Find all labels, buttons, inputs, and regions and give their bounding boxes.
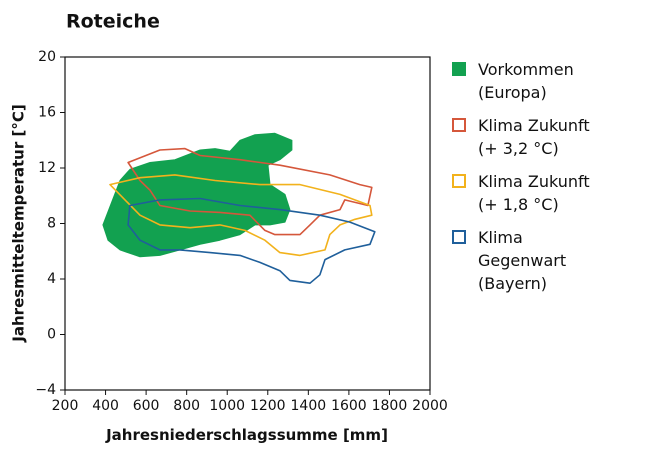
legend-item: Vorkommen (Europa) — [452, 58, 642, 104]
x-tick-label: 200 — [52, 398, 79, 414]
y-tick-label: 20 — [38, 49, 56, 65]
legend-swatch — [452, 230, 466, 244]
chart-title: Roteiche — [66, 11, 160, 33]
y-tick-label: −4 — [35, 382, 56, 398]
y-tick-label: 8 — [47, 216, 56, 232]
x-tick-label: 1200 — [250, 398, 286, 414]
legend: Vorkommen (Europa) Klima Zukunft (+ 3,2 °… — [452, 58, 642, 305]
legend-label: Klima Zukunft (+ 1,8 °C) — [478, 172, 590, 214]
legend-swatch — [452, 118, 466, 132]
y-tick-label: 4 — [47, 271, 56, 287]
x-tick-label: 1800 — [372, 398, 408, 414]
x-tick-label: 400 — [92, 398, 119, 414]
legend-label: Vorkommen (Europa) — [478, 60, 574, 102]
x-tick-label: 1400 — [291, 398, 327, 414]
area-shape — [109, 174, 373, 257]
y-tick-label: 12 — [38, 160, 56, 176]
legend-item: Klima Zukunft (+ 1,8 °C) — [452, 170, 642, 216]
y-axis-label: Jahresmitteltemperatur [°C] — [10, 104, 28, 342]
legend-swatch — [452, 62, 466, 76]
x-tick-label: 1000 — [209, 398, 245, 414]
x-tick-label: 800 — [173, 398, 200, 414]
area-shape — [127, 197, 376, 284]
x-tick-label: 600 — [133, 398, 160, 414]
x-axis-label: Jahresniederschlagssumme [mm] — [105, 426, 388, 444]
plot-area: 200 400 600 800 1000 1200 1400 1600 1800 2000−404… — [35, 49, 447, 414]
y-tick-label: 0 — [47, 327, 56, 343]
legend-label: Klima Gegenwart (Bayern) — [478, 228, 567, 293]
area-shape — [102, 132, 293, 258]
legend-item: Klima Zukunft (+ 3,2 °C) — [452, 114, 642, 160]
x-tick-label: 2000 — [412, 398, 448, 414]
legend-swatch — [452, 174, 466, 188]
y-tick-label: 16 — [38, 105, 56, 121]
legend-item: Klima Gegenwart (Bayern) — [452, 226, 642, 295]
legend-label: Klima Zukunft (+ 3,2 °C) — [478, 116, 590, 158]
area-shape — [127, 147, 373, 236]
x-tick-label: 1600 — [331, 398, 367, 414]
